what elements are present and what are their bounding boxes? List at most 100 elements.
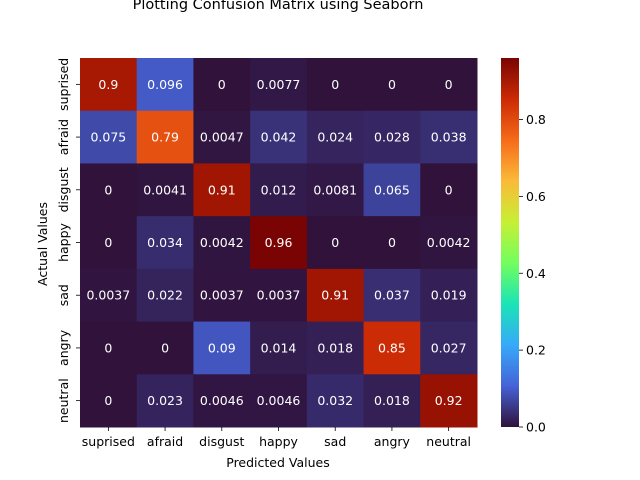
cell-value-label: 0 <box>161 340 169 355</box>
heatmap-cell-3-6 <box>420 216 478 270</box>
heatmap-cell-3-3 <box>250 216 308 270</box>
heatmap-cell-6-4 <box>306 374 365 428</box>
cell-value-label: 0.92 <box>435 393 463 408</box>
cell-value-label: 0 <box>218 77 226 92</box>
cell-value-label: 0.96 <box>265 235 293 250</box>
heatmap-cell-2-6 <box>420 163 478 217</box>
colorbar-tick-label: 0.2 <box>526 343 546 358</box>
x-tick-label: afraid <box>147 434 183 449</box>
x-axis-ticks: suprised afraid disgust happy sad angry neutra… <box>82 427 471 449</box>
heatmap-cell-6-1 <box>136 374 194 428</box>
cell-value-label: 0 <box>331 235 339 250</box>
heatmap-cell-6-0 <box>80 374 138 428</box>
cell-value-label: 0 <box>104 340 112 355</box>
heatmap-cell-0-5 <box>363 58 421 112</box>
cell-value-label: 0.0037 <box>86 288 130 303</box>
cell-value-label: 0.096 <box>147 77 183 92</box>
cell-value-label: 0.85 <box>378 340 406 355</box>
heatmap-cell-6-6 <box>420 374 478 428</box>
colorbar-tick-label: 0.8 <box>526 112 546 127</box>
cell-value-label: 0.0041 <box>143 182 187 197</box>
heatmap-cell-2-2 <box>193 163 251 217</box>
colorbar-gradient <box>501 58 519 427</box>
cell-value-label: 0.024 <box>317 130 353 145</box>
cell-value-label: 0.027 <box>431 340 467 355</box>
heatmap-cell-5-6 <box>420 321 478 375</box>
heatmap-cell-3-5 <box>363 216 421 270</box>
cell-value-label: 0.0047 <box>200 130 244 145</box>
heatmap-cell-4-5 <box>363 268 421 323</box>
y-axis-ticks: suprised afraid disgust happy sad angry neutra… <box>56 58 80 423</box>
heatmap-cell-2-4 <box>306 163 365 217</box>
heatmap-cell-4-0 <box>80 268 138 323</box>
cell-value-label: 0 <box>104 235 112 250</box>
colorbar-tick-label: 0.0 <box>526 420 546 435</box>
colorbar: 0.0 0.2 0.4 0.6 0.8 <box>501 58 546 435</box>
y-axis-label: Actual Values <box>35 202 50 286</box>
cell-value-label: 0 <box>104 182 112 197</box>
heatmap-cell-1-1 <box>136 110 194 164</box>
cell-value-label: 0 <box>445 77 453 92</box>
heatmap-cell-1-0 <box>80 110 138 164</box>
cell-value-label: 0.0046 <box>257 393 301 408</box>
cell-value-label: 0 <box>388 235 396 250</box>
chart-title: Plotting Confusion Matrix using Seaborn <box>133 0 424 13</box>
heatmap-cell-6-3 <box>250 374 308 428</box>
cell-value-label: 0.91 <box>208 182 236 197</box>
heatmap-cell-0-0 <box>80 58 138 112</box>
heatmap-cell-2-5 <box>363 163 421 217</box>
cell-value-label: 0 <box>388 77 396 92</box>
heatmap-cell-2-1 <box>136 163 194 217</box>
cell-value-label: 0.034 <box>147 235 183 250</box>
y-tick-label: afraid <box>56 119 71 155</box>
cell-value-label: 0.0037 <box>257 288 301 303</box>
y-tick-label: suprised <box>56 58 71 111</box>
heatmap-cell-5-5 <box>363 321 421 375</box>
heatmap-cell-0-4 <box>306 58 365 112</box>
heatmap-cell-0-3 <box>250 58 308 112</box>
cell-value-label: 0.0042 <box>200 235 244 250</box>
cell-value-label: 0.023 <box>147 393 183 408</box>
x-tick-label: sad <box>324 434 346 449</box>
y-tick-label: disgust <box>56 167 71 212</box>
cell-value-label: 0 <box>331 77 339 92</box>
cell-value-label: 0.014 <box>261 340 297 355</box>
heatmap-cell-4-4 <box>306 268 365 323</box>
heatmap-cell-6-5 <box>363 374 421 428</box>
heatmap-cell-1-4 <box>306 110 365 164</box>
colorbar-tick-label: 0.4 <box>526 266 546 281</box>
cell-value-label: 0.065 <box>374 182 410 197</box>
cell-value-label: 0.91 <box>321 288 349 303</box>
cell-value-label: 0.042 <box>261 130 297 145</box>
heatmap-cell-1-6 <box>420 110 478 164</box>
cell-value-label: 0.0046 <box>200 393 244 408</box>
x-tick-label: disgust <box>199 434 244 449</box>
x-axis-label: Predicted Values <box>226 455 330 470</box>
cell-value-label: 0 <box>445 182 453 197</box>
cell-value-label: 0 <box>104 393 112 408</box>
heatmap-cell-3-0 <box>80 216 138 270</box>
cell-value-label: 0.09 <box>208 340 236 355</box>
cell-value-label: 0.0081 <box>313 182 357 197</box>
cell-value-label: 0.038 <box>431 130 467 145</box>
cell-value-label: 0.012 <box>261 182 297 197</box>
colorbar-tick-label: 0.6 <box>526 189 546 204</box>
cell-value-label: 0.79 <box>151 130 179 145</box>
x-tick-label: happy <box>259 434 298 449</box>
cell-value-label: 0.022 <box>147 288 183 303</box>
heatmap-cell-2-0 <box>80 163 138 217</box>
heatmap-cell-5-1 <box>136 321 194 375</box>
heatmap-cell-0-2 <box>193 58 251 112</box>
heatmap-cell-3-2 <box>193 216 251 270</box>
heatmap-cell-6-2 <box>193 374 251 428</box>
x-tick-label: angry <box>374 434 411 449</box>
cell-value-label: 0.028 <box>374 130 410 145</box>
cell-value-label: 0.0042 <box>427 235 471 250</box>
heatmap-cell-1-5 <box>363 110 421 164</box>
cell-value-label: 0.037 <box>374 288 410 303</box>
heatmap-cells: 0.9 0.096 0 0.0077 0 0 0 0.075 0.79 0.0047 0.042 0.… <box>80 58 478 428</box>
y-tick-label: neutral <box>56 378 71 423</box>
heatmap-cell-3-4 <box>306 216 365 270</box>
cell-value-label: 0.0037 <box>200 288 244 303</box>
